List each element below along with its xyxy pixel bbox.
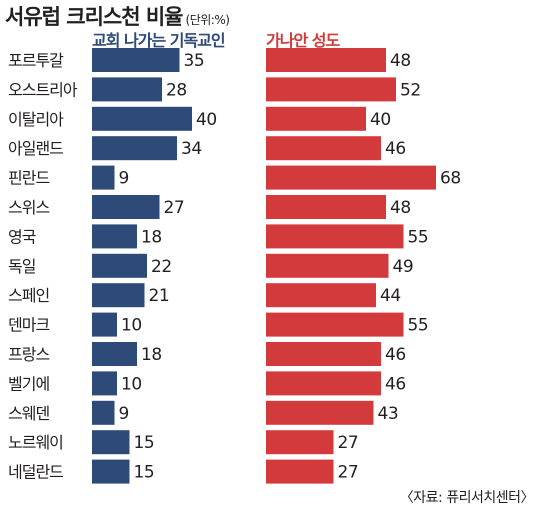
value-label-series-1: 9: [119, 404, 129, 424]
category-label: 아일랜드: [8, 139, 63, 158]
value-label-series-2: 44: [380, 286, 401, 306]
value-label-series-1: 15: [134, 433, 155, 453]
bar-series-2: [266, 371, 381, 396]
bar-series-1: [92, 342, 137, 366]
value-label-series-2: 43: [378, 404, 399, 424]
bar-series-2: [266, 342, 381, 366]
bar-series-2: [266, 253, 389, 278]
value-label-series-1: 18: [141, 227, 162, 247]
bar-series-1: [92, 136, 177, 161]
value-label-series-1: 9: [119, 169, 129, 189]
bar-series-2: [266, 165, 436, 190]
bar-series-1: [92, 312, 117, 337]
value-label-series-1: 34: [181, 139, 202, 159]
category-label: 스웨덴: [8, 404, 49, 423]
bar-series-1: [92, 106, 192, 131]
bar-series-2: [266, 400, 374, 425]
category-label: 핀란드: [8, 169, 49, 188]
bar-series-1: [92, 459, 130, 484]
value-label-series-1: 18: [141, 345, 162, 365]
value-label-series-2: 40: [370, 110, 391, 130]
bar-series-1: [92, 224, 137, 249]
bar-series-2: [266, 312, 404, 337]
category-label: 이탈리아: [8, 110, 64, 129]
bar-series-1: [92, 430, 130, 455]
value-label-series-2: 49: [393, 257, 414, 277]
value-label-series-2: 46: [385, 345, 406, 365]
bar-series-2: [266, 77, 396, 102]
bar-series-2: [266, 430, 334, 455]
source-note: 〈자료: 퓨리서치센터〉: [399, 490, 535, 506]
chart-unit: (단위:%): [185, 13, 230, 27]
category-label: 영국: [8, 227, 36, 246]
bar-series-2: [266, 136, 381, 161]
category-label: 벨기에: [8, 374, 49, 393]
bar-series-1: [92, 371, 117, 396]
category-label: 노르웨이: [8, 433, 63, 452]
bar-series-2: [266, 459, 334, 484]
category-label: 네덜란드: [8, 463, 63, 482]
value-label-series-2: 55: [408, 227, 429, 247]
value-label-series-1: 22: [151, 257, 172, 277]
value-label-series-1: 10: [121, 316, 142, 336]
bar-series-2: [266, 283, 376, 308]
bar-series-2: [266, 106, 366, 131]
category-label: 포르투갈: [8, 51, 64, 70]
bar-series-1: [92, 283, 145, 308]
value-label-series-2: 27: [338, 433, 359, 453]
category-label: 덴마크: [8, 316, 49, 335]
value-label-series-1: 15: [134, 463, 155, 483]
bar-series-1: [92, 195, 160, 219]
value-label-series-2: 55: [408, 316, 429, 336]
value-label-series-2: 52: [400, 80, 421, 100]
category-label: 프랑스: [8, 345, 49, 364]
value-label-series-1: 28: [166, 80, 187, 100]
bar-series-1: [92, 253, 147, 278]
bar-series-1: [92, 165, 115, 190]
category-label: 스위스: [8, 198, 49, 217]
value-label-series-2: 48: [390, 51, 411, 71]
legend-series-1: 교회 나가는 기독교인: [92, 31, 226, 50]
value-label-series-2: 48: [390, 198, 411, 218]
value-label-series-1: 27: [164, 198, 185, 218]
bar-series-1: [92, 48, 180, 72]
value-label-series-2: 46: [385, 374, 406, 394]
bar-series-1: [92, 400, 115, 425]
value-label-series-1: 21: [149, 286, 170, 306]
category-label: 스페인: [8, 286, 49, 305]
bar-series-2: [266, 195, 386, 219]
category-label: 독일: [8, 257, 36, 276]
category-label: 오스트리아: [8, 80, 78, 99]
legend-series-2: 가나안 성도: [266, 31, 340, 50]
value-label-series-1: 10: [121, 374, 142, 394]
value-label-series-2: 27: [338, 463, 359, 483]
value-label-series-1: 40: [196, 110, 217, 130]
value-label-series-2: 46: [385, 139, 406, 159]
bar-series-1: [92, 77, 162, 102]
bar-series-2: [266, 48, 386, 72]
chart-title: 서유럽 크리스천 비율 (단위:%): [5, 1, 230, 31]
value-label-series-2: 68: [440, 169, 461, 189]
chart-title-text: 서유럽 크리스천 비율: [5, 5, 184, 29]
bar-series-2: [266, 224, 404, 249]
value-label-series-1: 35: [184, 51, 205, 71]
